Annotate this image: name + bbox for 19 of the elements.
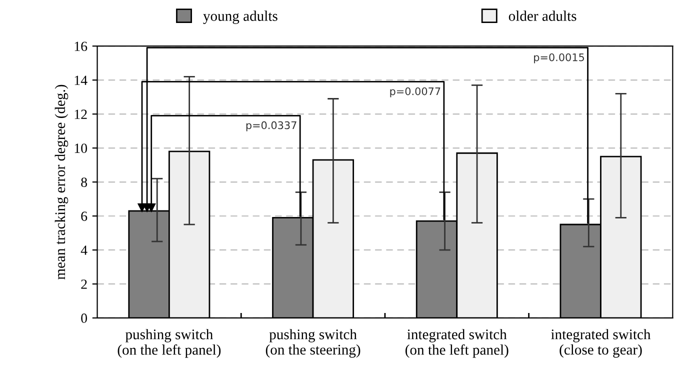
annotation: p=0.0015 (534, 53, 584, 64)
annotation: p=0.0337 (246, 121, 296, 132)
y-tick-label: 16 (74, 42, 88, 52)
y-axis-title: mean tracking error degree (deg.) (54, 84, 68, 280)
y-tick-label: 12 (74, 110, 87, 119)
x-tick-label: integrated switch (close to gear) (551, 329, 651, 358)
x-tick-label: pushing switch (on the left panel) (118, 329, 221, 358)
y-tick-label: 8 (81, 178, 88, 187)
legend-label: older adults (508, 10, 576, 21)
x-tick-label: pushing switch (on the steering) (266, 329, 360, 358)
y-tick-label: 10 (74, 144, 88, 153)
y-tick-label: 6 (81, 212, 88, 221)
y-tick-label: 2 (81, 280, 87, 289)
y-tick-label: 0 (81, 314, 88, 323)
y-tick-label: 4 (80, 246, 88, 255)
annotation: p=0.0077 (390, 87, 440, 98)
legend-label: young adults (203, 10, 278, 24)
y-tick-label: 14 (74, 76, 88, 85)
x-tick-label: integrated switch (on the left panel) (406, 329, 508, 358)
